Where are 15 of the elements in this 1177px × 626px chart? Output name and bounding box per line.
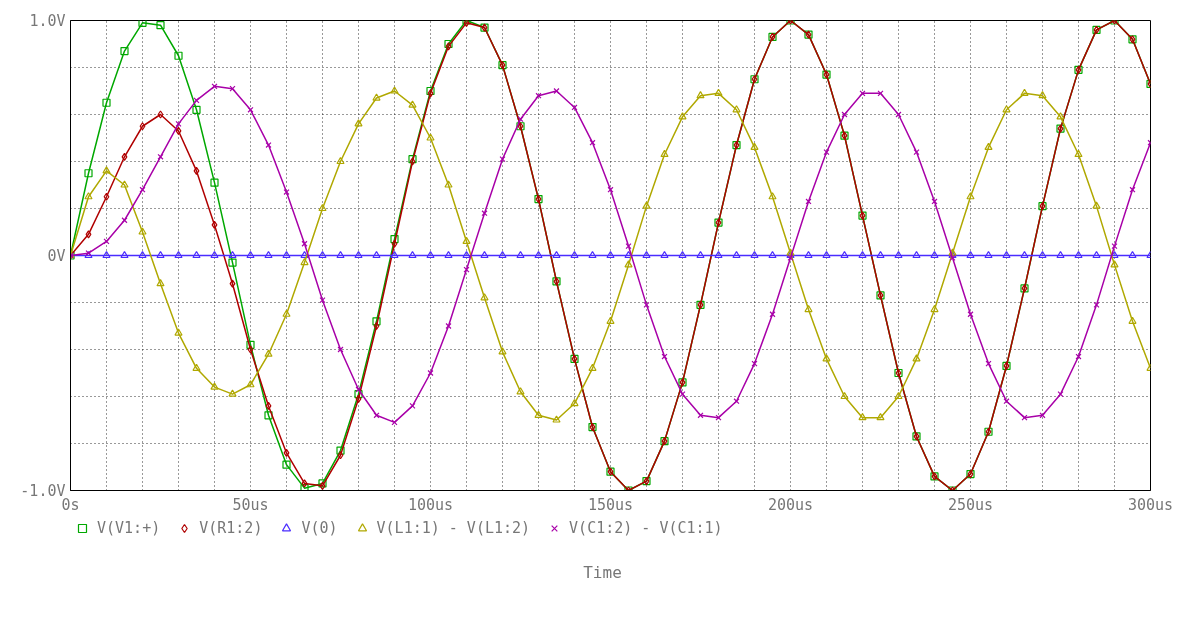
x-axis-title: Time bbox=[583, 562, 622, 582]
legend-label: V(C1:2) - V(C1:1) bbox=[569, 519, 723, 537]
y-tick-label: 1.0V bbox=[29, 11, 66, 30]
y-tick-label: 0V bbox=[47, 246, 66, 265]
x-tick-label: 250us bbox=[947, 495, 994, 514]
x-tick-label: 50us bbox=[232, 495, 269, 514]
legend-label: V(R1:2) bbox=[199, 519, 263, 537]
x-tick-label: 200us bbox=[767, 495, 814, 514]
x-tick-label: 0s bbox=[61, 495, 80, 514]
legend-label: V(0) bbox=[301, 519, 338, 537]
legend-label: V(V1:+) bbox=[97, 519, 161, 537]
x-tick-label: 300us bbox=[1127, 495, 1174, 514]
x-tick-label: 100us bbox=[407, 495, 454, 514]
x-tick-label: 150us bbox=[587, 495, 634, 514]
legend-label: V(L1:1) - V(L1:2) bbox=[376, 519, 531, 537]
